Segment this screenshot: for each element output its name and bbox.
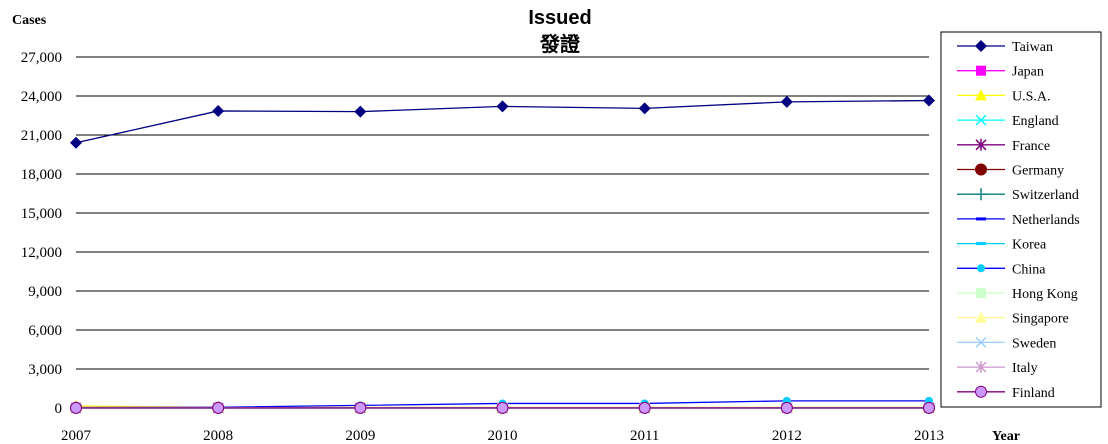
x-tick-label: 2011: [630, 428, 659, 444]
legend-entry: France: [957, 138, 1050, 154]
legend-entry: Finland: [957, 385, 1055, 401]
legend-label: France: [1012, 139, 1050, 154]
y-tick-label: 21,000: [21, 128, 62, 144]
legend-entry: Italy: [957, 361, 1038, 376]
data-point: [923, 94, 935, 107]
legend-label: Netherlands: [1012, 213, 1080, 228]
data-point: [976, 288, 986, 298]
legend-label: Singapore: [1012, 312, 1069, 327]
data-point: [496, 401, 509, 414]
legend-label: U.S.A.: [1012, 89, 1051, 104]
legend-label: England: [1012, 114, 1059, 129]
y-tick-labels: 0 3,000 6,000 9,000 12,000 15,000 18,000 21,000…: [21, 50, 62, 417]
legend-label: Switzerland: [1012, 188, 1079, 203]
data-point: [975, 163, 987, 176]
data-point: [975, 138, 987, 151]
legend-label: China: [1012, 262, 1046, 277]
data-point: [976, 242, 986, 246]
series-finland: [70, 401, 935, 414]
data-point: [975, 311, 987, 323]
data-point: [780, 95, 793, 108]
data-point: [354, 105, 367, 118]
legend-entry: Switzerland: [957, 188, 1079, 203]
data-point: [638, 102, 651, 115]
data-point: [780, 401, 793, 414]
legend-entry: Sweden: [957, 336, 1056, 351]
data-point: [975, 385, 987, 398]
data-point: [976, 217, 986, 221]
y-tick-label: 3,000: [28, 362, 62, 378]
y-tick-label: 12,000: [21, 245, 62, 261]
y-tick-label: 27,000: [21, 50, 62, 66]
x-tick-label: 2013: [914, 428, 944, 444]
y-tick-label: 9,000: [28, 284, 62, 300]
chart-title: Issued: [528, 7, 591, 29]
data-point: [70, 136, 82, 149]
data-point: [496, 100, 509, 113]
x-tick-label: 2009: [345, 428, 375, 444]
legend-entry: England: [957, 114, 1059, 129]
data-point: [70, 401, 82, 414]
legend-label: Finland: [1012, 386, 1055, 401]
legend-entry: Singapore: [957, 311, 1069, 327]
x-tick-label: 2008: [203, 428, 233, 444]
chart-subtitle: 發證: [539, 32, 581, 56]
legend-entry: Germany: [957, 163, 1064, 179]
data-point: [975, 89, 987, 101]
x-tick-label: 2007: [61, 428, 92, 444]
y-tick-label: 6,000: [28, 323, 62, 339]
series-group: [70, 94, 935, 414]
x-tick-labels: 2007 2008 2009 2010 2011 2012 2013: [61, 428, 944, 444]
data-point: [212, 104, 225, 117]
legend: Taiwan Japan U.S.A. England France Germany Swi…: [940, 31, 1102, 408]
legend-label: Hong Kong: [1012, 287, 1078, 302]
legend-label: Italy: [1012, 361, 1038, 376]
data-point: [212, 401, 225, 414]
grid-lines: [76, 56, 929, 409]
legend-entry: Japan: [957, 65, 1044, 80]
legend-entry: Netherlands: [957, 213, 1080, 228]
y-tick-label: 18,000: [21, 167, 62, 183]
data-point: [923, 401, 935, 414]
data-point: [638, 401, 651, 414]
y-axis-label: Cases: [12, 13, 47, 28]
x-axis-label: Year: [992, 429, 1020, 444]
y-tick-label: 0: [55, 401, 63, 417]
legend-entry: U.S.A.: [957, 89, 1051, 104]
data-point: [975, 188, 987, 201]
y-tick-label: 24,000: [21, 89, 62, 105]
y-tick-label: 15,000: [21, 206, 62, 222]
legend-label: Korea: [1012, 238, 1047, 253]
legend-label: Germany: [1012, 164, 1064, 179]
data-point: [977, 264, 985, 273]
legend-entry: Taiwan: [957, 40, 1053, 55]
data-point: [975, 361, 987, 374]
data-point: [975, 336, 987, 348]
legend-entry: Hong Kong: [957, 287, 1078, 302]
series-taiwan: [70, 94, 935, 149]
x-tick-label: 2012: [772, 428, 802, 444]
data-point: [354, 401, 367, 414]
data-point: [976, 65, 986, 76]
data-point: [975, 114, 987, 126]
x-tick-label: 2010: [488, 428, 518, 444]
legend-entry: China: [957, 262, 1046, 277]
legend-label: Taiwan: [1012, 40, 1053, 55]
legend-entry: Korea: [957, 238, 1047, 253]
legend-label: Japan: [1012, 65, 1044, 80]
legend-label: Sweden: [1012, 336, 1056, 351]
data-point: [975, 40, 987, 52]
